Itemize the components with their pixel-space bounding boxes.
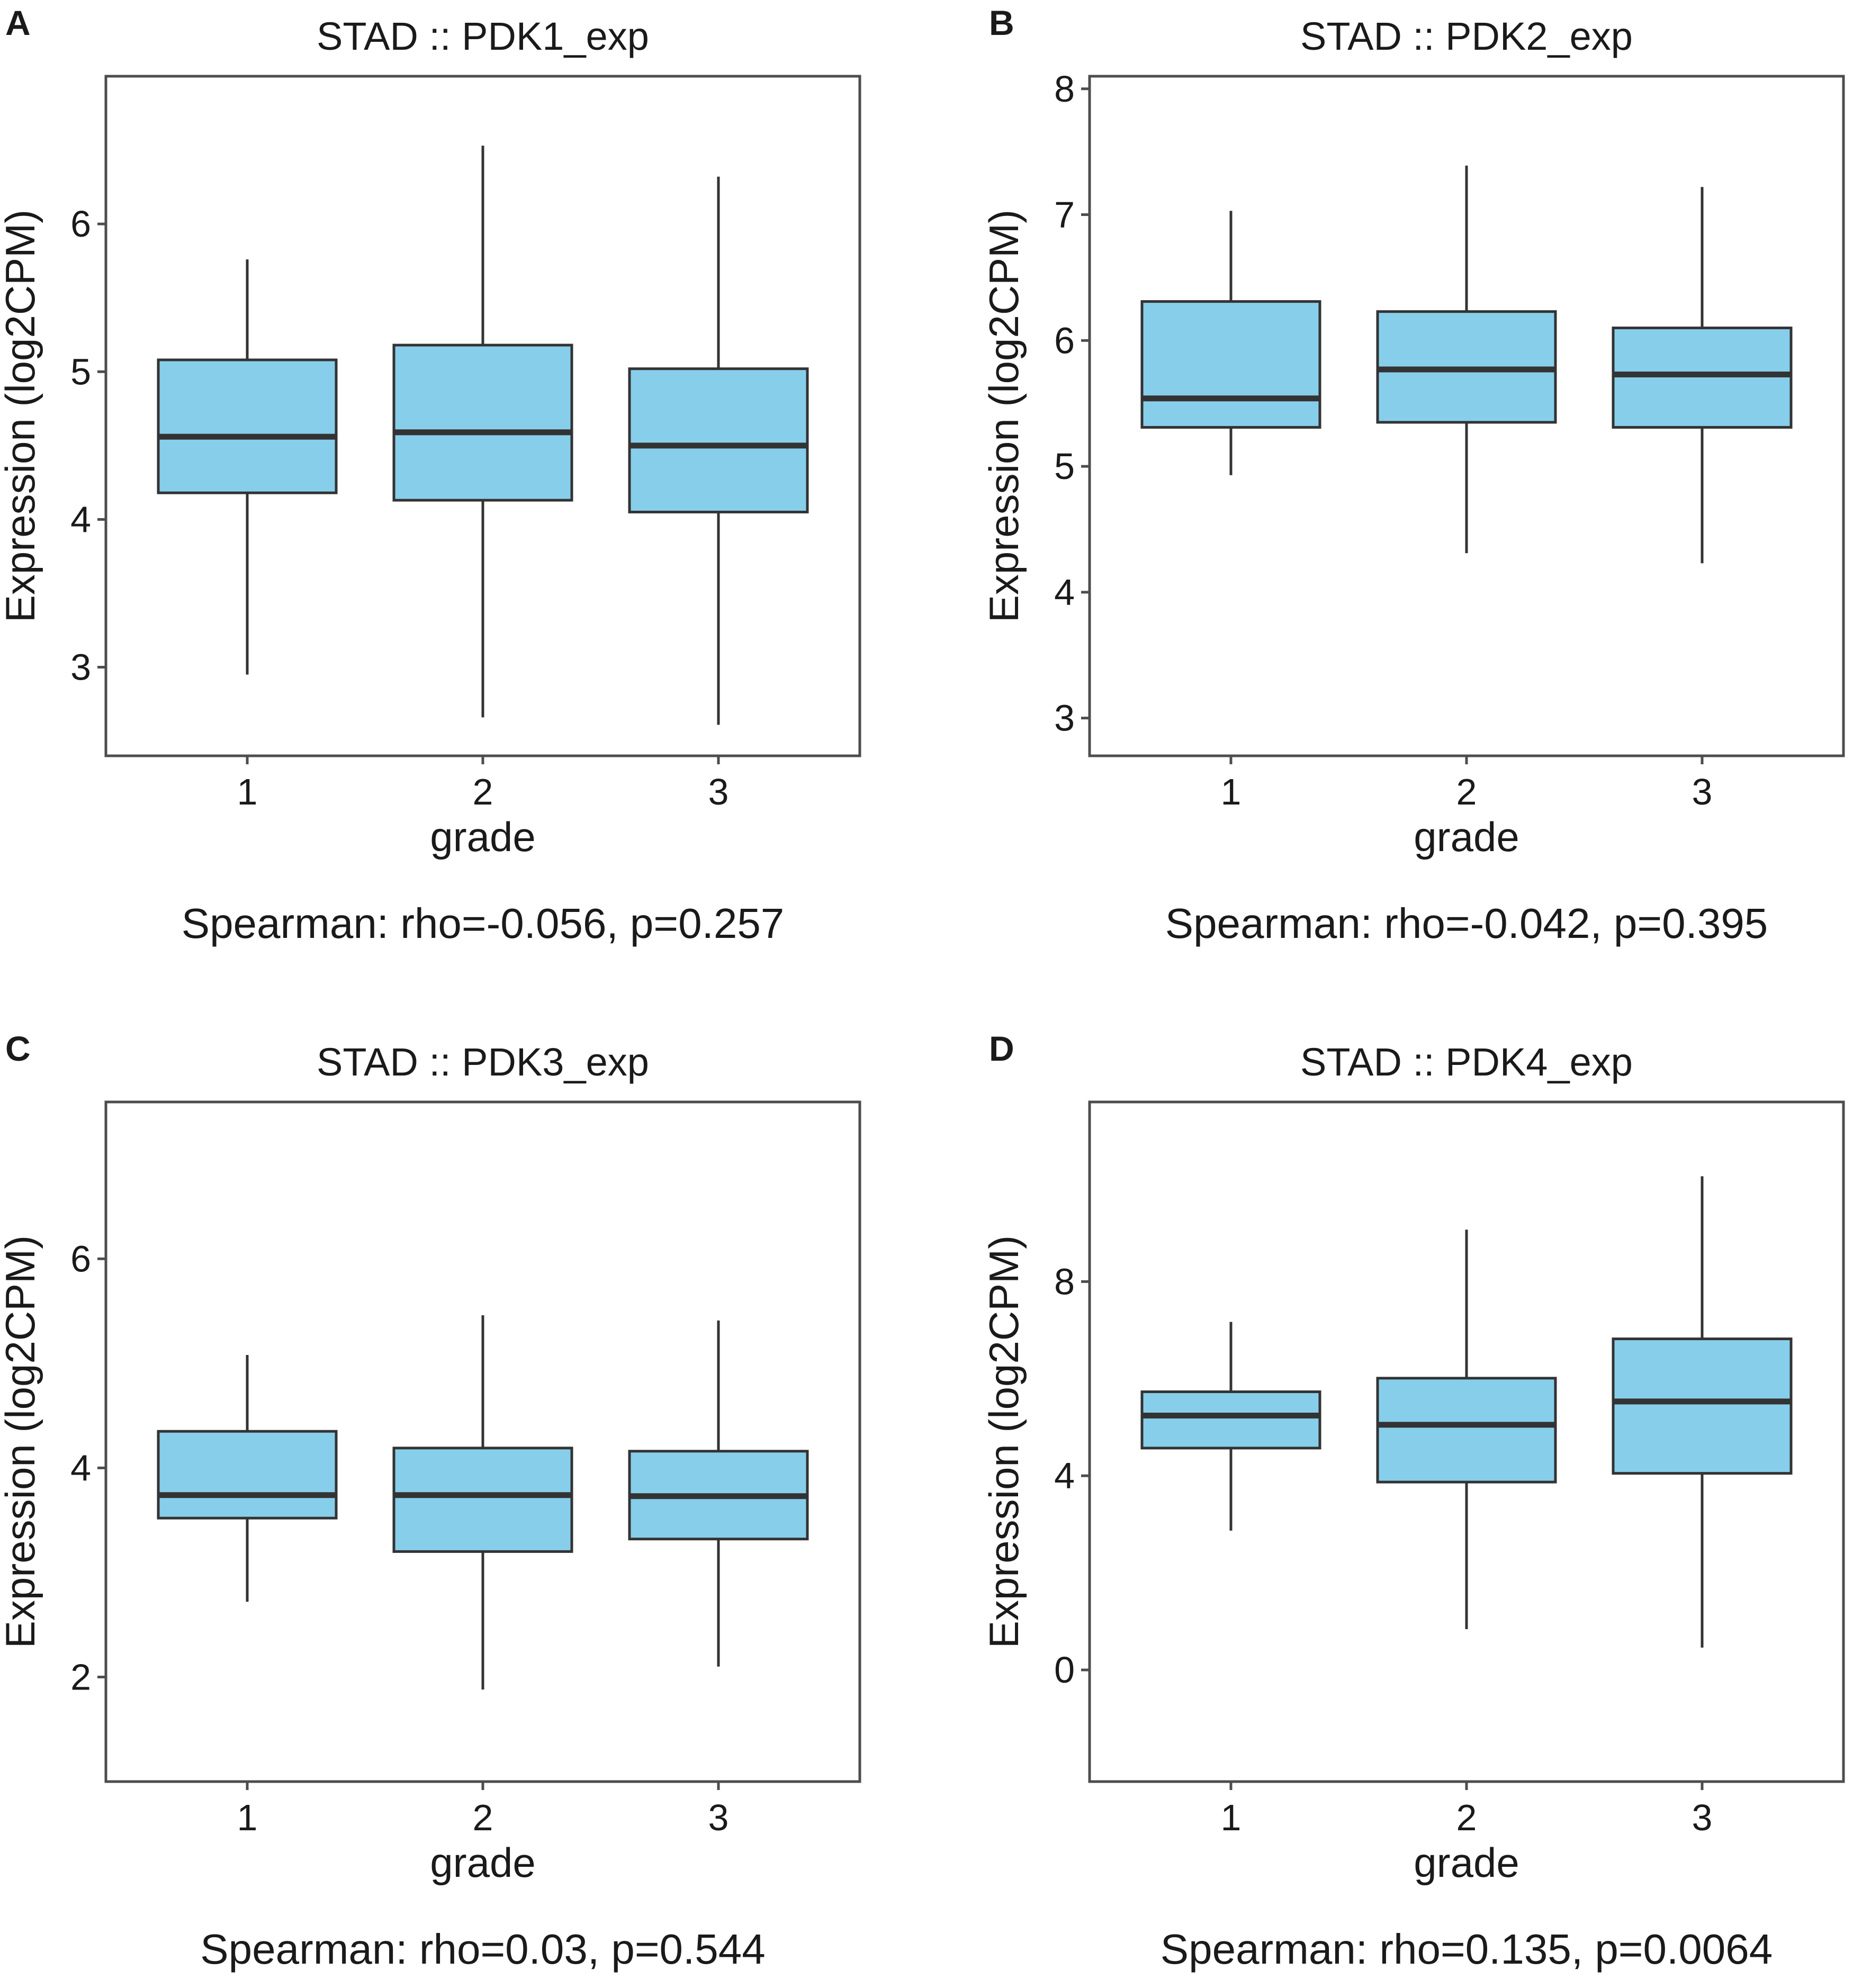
spearman-annotation: Spearman: rho=0.03, p=0.544: [200, 1926, 765, 1973]
y-tick-label: 5: [70, 351, 91, 392]
x-tick-label: 2: [1456, 1797, 1477, 1838]
panel-letter: D: [989, 1029, 1014, 1068]
y-tick-label: 3: [70, 647, 91, 688]
x-tick-label: 1: [1221, 1797, 1242, 1838]
iqr-box: [628, 367, 809, 513]
x-tick-label: 3: [1692, 771, 1713, 812]
iqr-box: [1612, 327, 1793, 429]
x-tick-label: 3: [708, 771, 729, 812]
spearman-annotation: Spearman: rho=-0.056, p=0.257: [182, 900, 785, 947]
box-grade-3: [1612, 1176, 1793, 1648]
y-tick-label: 0: [1054, 1649, 1075, 1691]
x-axis-label: grade: [430, 1839, 536, 1886]
iqr-box: [1612, 1338, 1793, 1475]
box-grade-2: [392, 146, 573, 718]
iqr-box: [1140, 300, 1321, 429]
y-tick-label: 6: [1054, 320, 1075, 361]
x-tick-label: 1: [1221, 771, 1242, 812]
y-axis-label: Expression (log2CPM): [0, 210, 43, 622]
iqr-box: [1140, 1390, 1321, 1450]
y-tick-label: 3: [1054, 698, 1075, 739]
y-tick-label: 8: [1054, 68, 1075, 110]
y-tick-label: 7: [1054, 194, 1075, 236]
box-grade-1: [157, 259, 338, 675]
panel-letter: B: [989, 3, 1014, 42]
x-tick-label: 3: [1692, 1797, 1713, 1838]
x-tick-label: 2: [1456, 771, 1477, 812]
y-axis-label: Expression (log2CPM): [981, 210, 1027, 622]
box-grade-3: [628, 176, 809, 725]
x-tick-label: 1: [237, 771, 258, 812]
box-grade-2: [1376, 1230, 1557, 1630]
y-tick-label: 6: [70, 1238, 91, 1279]
iqr-box: [1376, 1377, 1557, 1484]
box-grade-2: [1376, 165, 1557, 554]
y-tick-label: 2: [70, 1656, 91, 1697]
box-grade-3: [1612, 187, 1793, 564]
y-tick-label: 4: [1054, 572, 1075, 613]
box-grade-3: [628, 1320, 809, 1667]
panel-letter: C: [5, 1029, 31, 1068]
x-tick-label: 2: [473, 1797, 493, 1838]
x-axis-label: grade: [430, 814, 536, 860]
iqr-box: [392, 1447, 573, 1553]
panel-letter: A: [5, 3, 31, 42]
y-axis-label: Expression (log2CPM): [981, 1235, 1027, 1648]
y-tick-label: 4: [70, 1447, 91, 1488]
y-tick-label: 8: [1054, 1261, 1075, 1302]
x-axis-label: grade: [1414, 1839, 1519, 1886]
x-axis-label: grade: [1414, 814, 1519, 860]
chart-title: STAD :: PDK3_exp: [317, 1040, 649, 1084]
y-tick-label: 6: [70, 203, 91, 245]
x-tick-label: 3: [708, 1797, 729, 1838]
spearman-annotation: Spearman: rho=-0.042, p=0.395: [1165, 900, 1768, 947]
spearman-annotation: Spearman: rho=0.135, p=0.0064: [1161, 1926, 1773, 1973]
box-grade-1: [1140, 1322, 1321, 1531]
iqr-box: [392, 344, 573, 502]
chart-title: STAD :: PDK1_exp: [317, 14, 649, 58]
iqr-box: [157, 1430, 338, 1520]
iqr-box: [157, 358, 338, 494]
chart-title: STAD :: PDK4_exp: [1300, 1040, 1633, 1084]
y-tick-label: 5: [1054, 446, 1075, 487]
x-tick-label: 1: [237, 1797, 258, 1838]
box-grade-1: [157, 1355, 338, 1602]
y-tick-label: 4: [1054, 1455, 1075, 1496]
box-grade-2: [392, 1315, 573, 1690]
box-grade-1: [1140, 211, 1321, 475]
x-tick-label: 2: [473, 771, 493, 812]
y-tick-label: 4: [70, 499, 91, 540]
chart-title: STAD :: PDK2_exp: [1300, 14, 1633, 58]
y-axis-label: Expression (log2CPM): [0, 1235, 43, 1648]
